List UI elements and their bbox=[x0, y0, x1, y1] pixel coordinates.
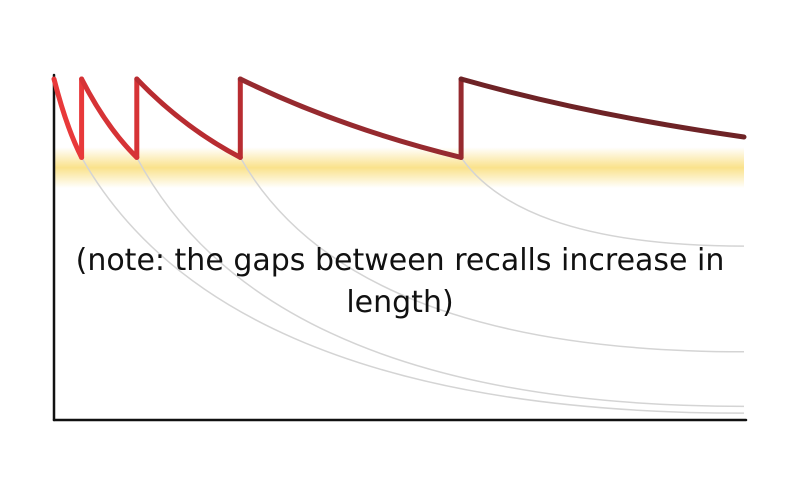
memory-decay-segment bbox=[134, 76, 243, 160]
memory-decay-segment bbox=[79, 76, 140, 160]
decay-curve-2 bbox=[136, 157, 745, 408]
memory-decay-segment bbox=[51, 76, 85, 160]
retention-band bbox=[54, 147, 744, 189]
annotation-line-1: (note: the gaps between recalls increase… bbox=[76, 243, 725, 278]
chart-annotation: (note: the gaps between recalls increase… bbox=[76, 243, 725, 320]
decay-curve-4 bbox=[460, 157, 745, 247]
decay-curve-1 bbox=[80, 157, 745, 414]
memory-decay-segment bbox=[237, 76, 464, 160]
decay-curve-3 bbox=[239, 157, 745, 353]
annotation-line-2: length) bbox=[346, 285, 453, 320]
memory-decay-segment bbox=[458, 76, 747, 140]
